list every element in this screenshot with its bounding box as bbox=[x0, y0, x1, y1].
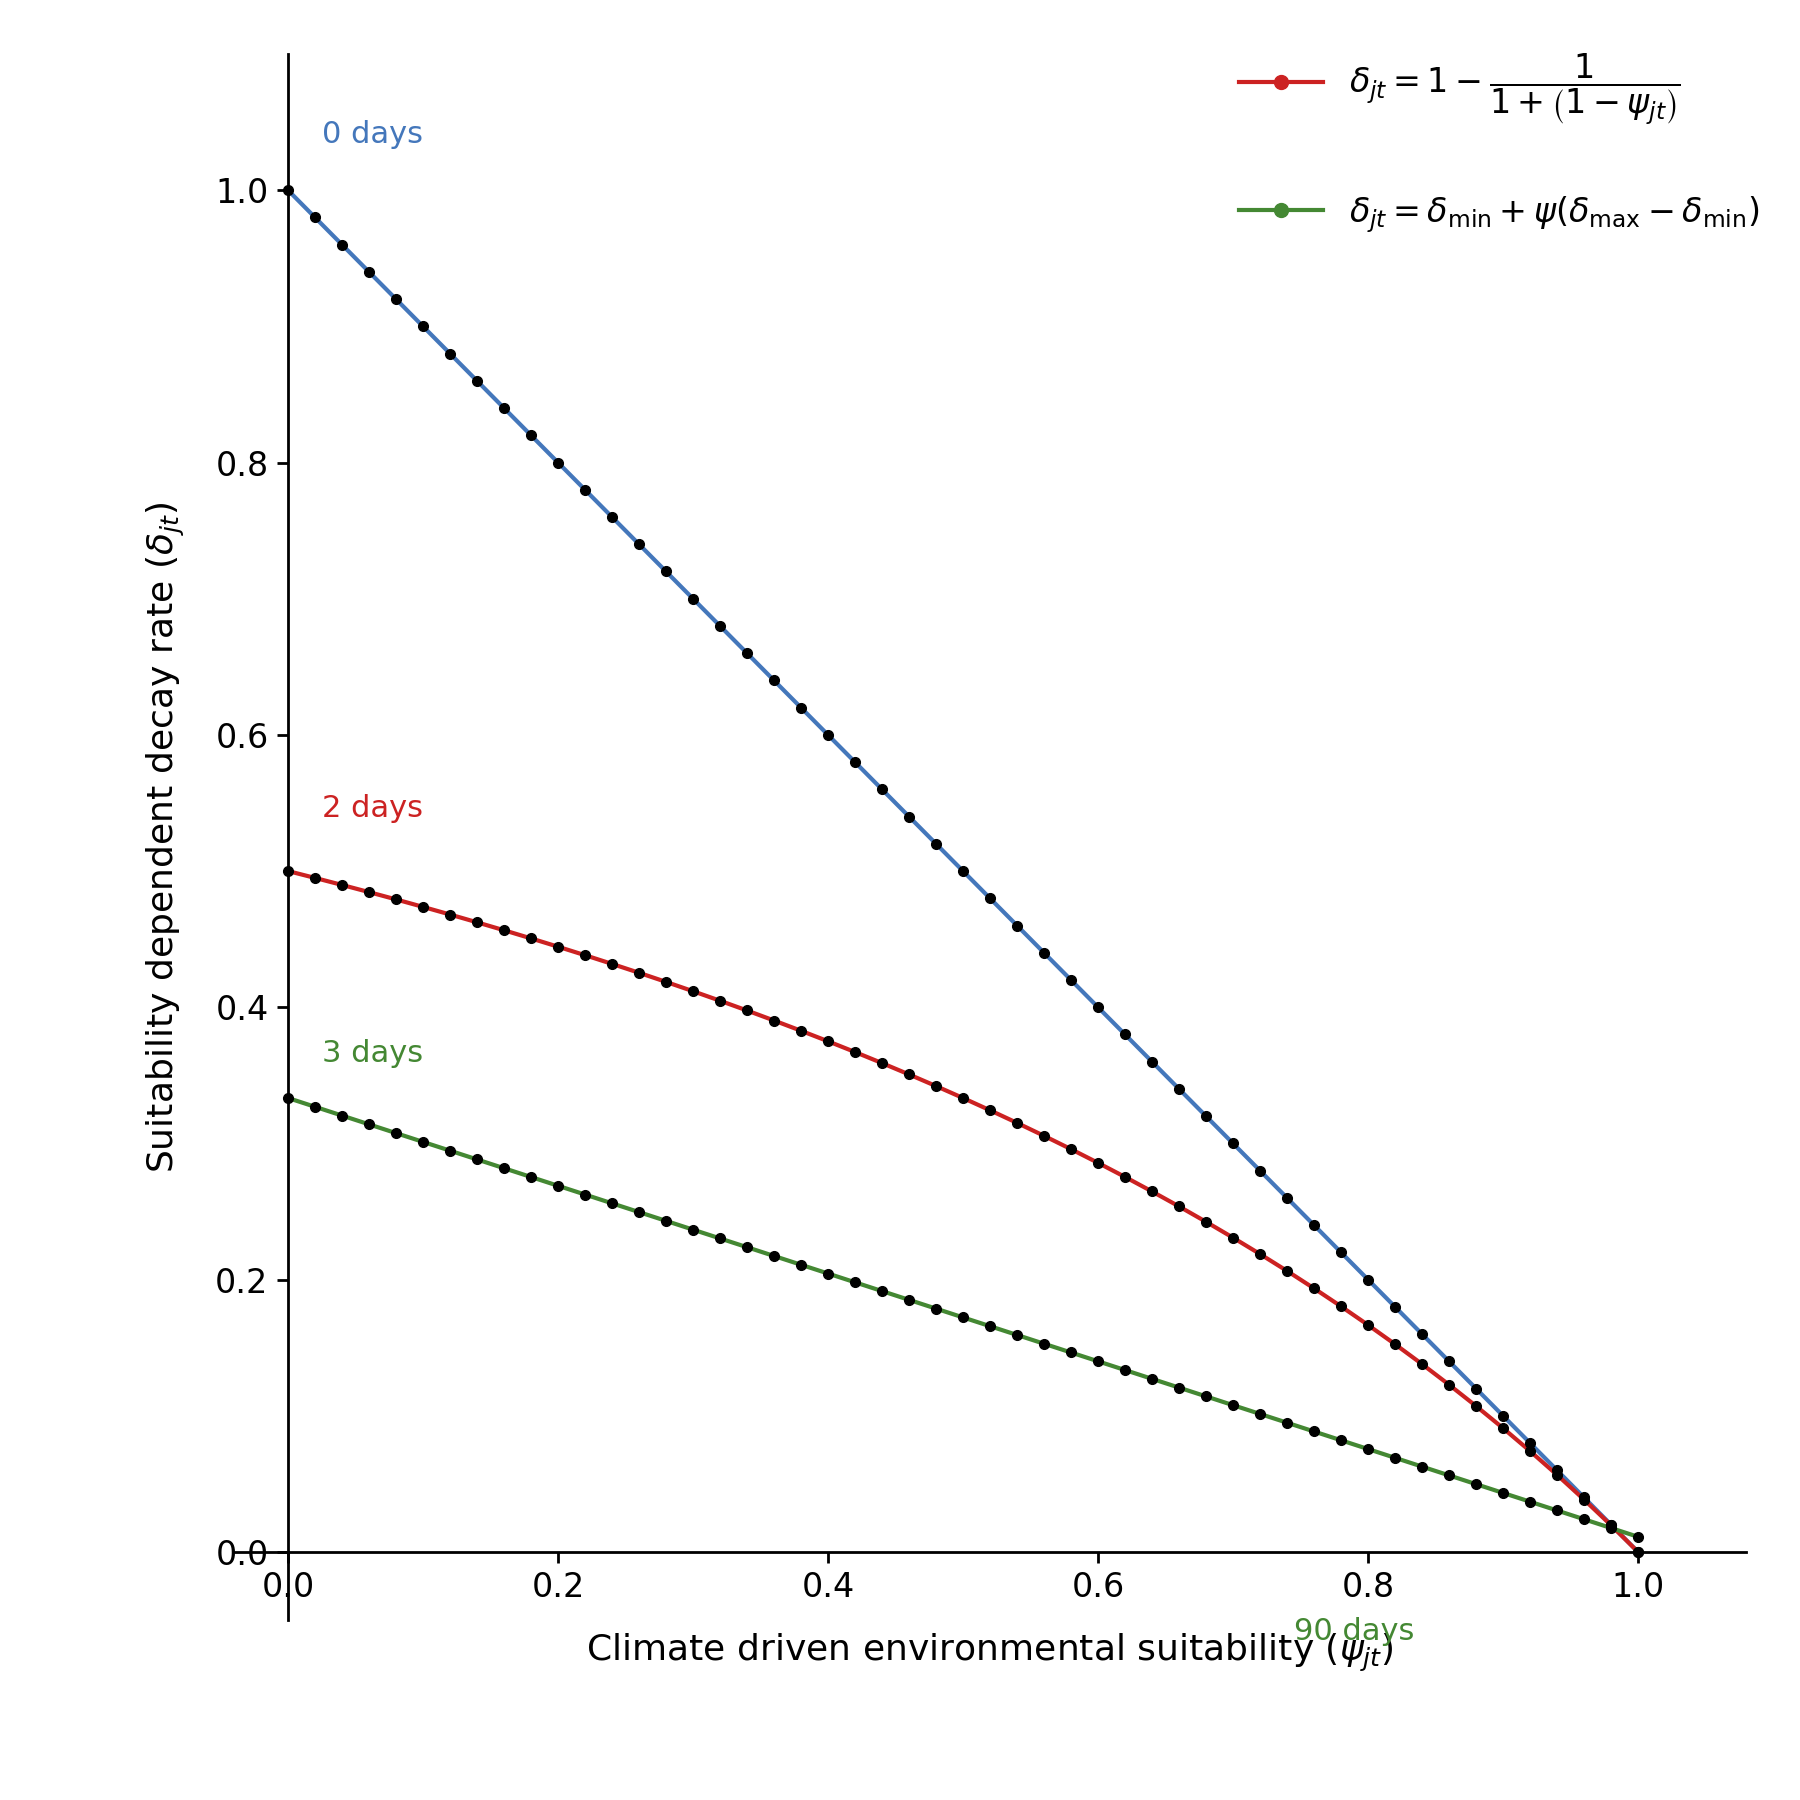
Y-axis label: Suitability dependent decay rate ($\delta_{jt}$): Suitability dependent decay rate ($\delt… bbox=[146, 502, 187, 1172]
X-axis label: Climate driven environmental suitability ($\psi_{jt}$): Climate driven environmental suitability… bbox=[587, 1633, 1393, 1674]
Legend: $\delta_{jt} = 1 - \psi_{jt}$, $\delta_{jt} = 1 - \dfrac{1}{1 + \left(1 - \psi_{: $\delta_{jt} = 1 - \psi_{jt}$, $\delta_{… bbox=[1240, 0, 1760, 234]
Text: 3 days: 3 days bbox=[322, 1039, 423, 1069]
Text: 90 days: 90 days bbox=[1294, 1616, 1415, 1647]
Text: 0 days: 0 days bbox=[322, 121, 423, 149]
Text: 2 days: 2 days bbox=[322, 794, 423, 823]
